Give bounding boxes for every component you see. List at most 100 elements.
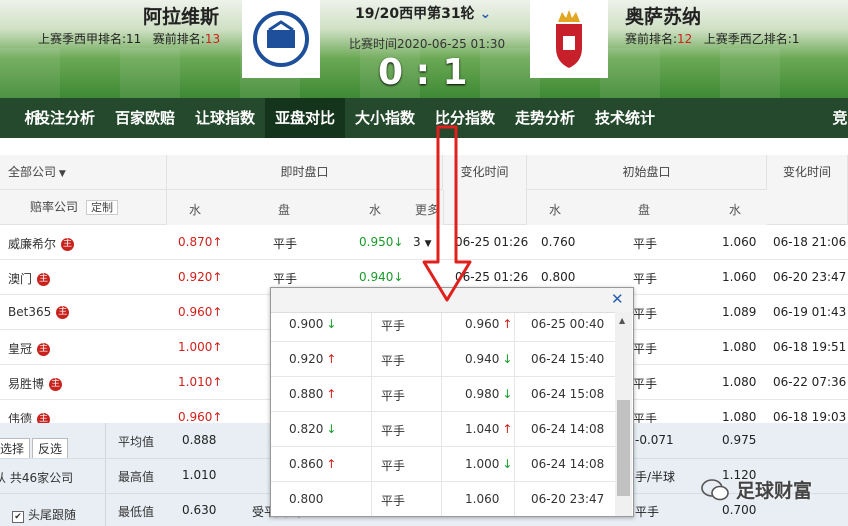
nav-tab[interactable]: 大小指数	[354, 109, 415, 127]
t2-cell: 06-18 19:03	[773, 410, 846, 424]
popup-pan: 平手	[381, 317, 405, 334]
summary-w1: 0.630	[182, 503, 217, 517]
ipan-value: 平手	[633, 342, 658, 356]
w1-value: 0.870	[178, 235, 213, 249]
iw1-cell: 0.760	[541, 235, 575, 249]
company-cell: 伟德主	[8, 410, 51, 427]
popup-w2-value: 0.980	[465, 387, 500, 401]
summary-label: 最高值	[118, 470, 155, 484]
t2-cell: 06-18 21:06	[773, 235, 846, 249]
follow-option[interactable]: ✔ 头尾跟随	[12, 506, 76, 523]
home-crest	[253, 11, 309, 67]
t2-cell: 06-18 19:51	[773, 340, 846, 354]
iw2-cell: 1.080	[722, 410, 756, 424]
nav-tab[interactable]: 亚盘对比	[265, 98, 345, 138]
iw2-cell: 1.060	[722, 235, 756, 249]
company-header: 赔率公司 定制	[0, 190, 167, 225]
away-pre-rank: 12	[677, 32, 693, 46]
nav-tab[interactable]: 比分指数	[434, 109, 495, 127]
home-badge: 主	[61, 238, 75, 251]
company-count: 从 共46家公司	[0, 471, 74, 485]
popup-pan: 平手	[381, 387, 405, 404]
t2-value: 06-22 07:36	[773, 375, 847, 389]
away-logo	[530, 0, 608, 78]
popup-w2: 0.960 ↑	[465, 317, 512, 331]
company-cell: 澳门主	[8, 270, 51, 287]
popup-w1-value: 0.860	[289, 457, 324, 471]
scroll-up[interactable]: ▲	[619, 316, 626, 325]
popup-col-divider	[514, 312, 515, 516]
ipan-cell: 平手	[633, 270, 657, 287]
home-badge: 主	[37, 413, 51, 426]
popup-time-value: 06-24 14:08	[531, 422, 605, 436]
company-filter[interactable]: 全部公司 ▼	[0, 155, 167, 190]
popup-w1: 0.920 ↑	[289, 352, 336, 366]
trend-arrow: ↓	[326, 422, 337, 436]
sub-header: 水	[549, 203, 562, 217]
company-name: 易胜博	[8, 377, 45, 391]
sub-header: 盘	[638, 203, 651, 217]
sub-header: 水	[369, 203, 382, 217]
nav-tab[interactable]: 竞	[832, 109, 848, 127]
away-name: 奥萨苏纳	[625, 6, 702, 28]
trend-arrow: ↓	[393, 235, 404, 249]
group-header: 初始盘口	[527, 155, 767, 190]
ipan-cell: 平手	[633, 235, 657, 252]
trend-arrow: ↑	[326, 352, 337, 366]
t1-value: 06-25 01:26	[455, 270, 529, 284]
nav-tab[interactable]: 析	[24, 109, 40, 127]
custom-button[interactable]: 定制	[86, 200, 119, 215]
wechat-icon	[701, 478, 729, 500]
popup-pan: 平手	[381, 492, 405, 509]
popup-w2-value: 1.040	[465, 422, 500, 436]
iw1-value: 0.760	[541, 235, 576, 249]
follow-text: 头尾跟随	[28, 508, 77, 522]
away-crest	[556, 10, 582, 68]
home-pre-rank-label: 赛前排名:	[152, 32, 205, 46]
popup-w2-value: 0.940	[465, 352, 500, 366]
summary-divider	[105, 423, 106, 526]
t1-cell: 06-25 01:26	[455, 235, 528, 249]
popup-w1: 0.820 ↓	[289, 422, 336, 436]
company-cell: 易胜博主	[8, 375, 63, 392]
popup-w1: 0.800	[289, 492, 323, 506]
t2-value: 06-18 19:03	[773, 410, 847, 424]
nav-tab[interactable]: 技术统计	[594, 109, 655, 127]
home-logo	[242, 0, 320, 78]
popup-w2: 0.940 ↓	[465, 352, 512, 366]
round-text: 19/20西甲第31轮	[355, 6, 475, 22]
nav-tab[interactable]: 走势分析	[514, 109, 575, 127]
popup-pan-value: 平手	[381, 354, 406, 368]
scrollbar[interactable]: ▲	[615, 312, 632, 516]
w2-value: 0.940	[359, 270, 394, 284]
popup-time-value: 06-24 15:08	[531, 387, 605, 401]
t2-cell: 06-19 01:43	[773, 305, 846, 319]
company-cell: 皇冠主	[8, 340, 51, 357]
w2-cell: 0.950↓	[359, 235, 403, 249]
popup-w1-value: 0.880	[289, 387, 324, 401]
popup-w1: 0.880 ↑	[289, 387, 336, 401]
round[interactable]: 19/20西甲第31轮 ⌄	[355, 6, 492, 22]
nav-tab[interactable]: 投注分析	[34, 109, 95, 127]
trend-arrow: ↑	[212, 305, 223, 319]
t2-cell: 06-20 23:47	[773, 270, 846, 284]
w1-cell: 0.960↑	[178, 410, 222, 424]
scroll-thumb[interactable]	[617, 400, 630, 496]
nav-tab[interactable]: 让球指数	[194, 109, 255, 127]
home-badge: 主	[49, 378, 63, 391]
trend-arrow: ↓	[502, 457, 513, 471]
ipan-cell: 平手	[633, 375, 657, 392]
ipan-cell: 平手	[633, 410, 657, 427]
pan1-cell: 平手	[273, 270, 297, 287]
pan1-value: 平手	[273, 237, 298, 251]
iw2-value: 1.080	[722, 375, 757, 389]
iw2-value: 1.089	[722, 305, 757, 319]
nav-tab[interactable]: 百家欧赔	[114, 109, 175, 127]
t2-value: 06-18 21:06	[773, 235, 847, 249]
popup-pan-value: 平手	[381, 494, 406, 508]
popup-close[interactable]: ✕	[611, 290, 624, 308]
trend-arrow: ↑	[212, 340, 223, 354]
trend-arrow: ↓	[502, 387, 513, 401]
iw2-cell: 1.080	[722, 340, 756, 354]
group-header: 变化时间	[443, 155, 527, 225]
